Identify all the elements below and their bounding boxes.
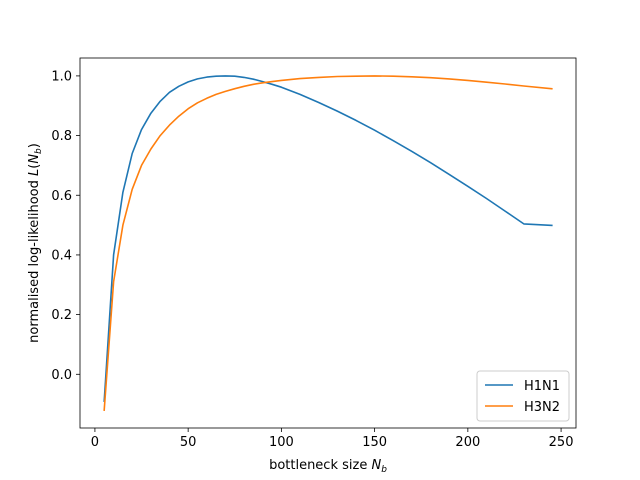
axes-background [80, 58, 576, 428]
legend-label-h1n1: H1N1 [524, 379, 560, 394]
axes-frame [79, 57, 577, 429]
y-axis-label: normalised log-likelihood L(Nb) [27, 143, 44, 343]
y-tick-label: 0.6 [51, 189, 72, 204]
legend-box [476, 370, 570, 422]
series-line-h3n2 [103, 75, 553, 411]
y-tick-label: 1.0 [51, 69, 72, 84]
x-tick-label: 100 [269, 435, 294, 450]
x-tick-label: 50 [180, 435, 197, 450]
y-tick-label: 0.8 [51, 129, 72, 144]
y-axis-ticks: 0.0 0.2 0.4 0.6 0.8 1.0 [51, 69, 80, 383]
y-tick-label: 0.4 [51, 248, 72, 263]
x-tick-label: 250 [549, 435, 574, 450]
legend-label-h3n2: H3N2 [524, 400, 560, 415]
plot-area [80, 58, 576, 428]
legend: H1N1 H3N2 [476, 370, 570, 422]
series-layer [103, 75, 553, 411]
x-axis-label: bottleneck size Nb [269, 458, 387, 475]
x-tick-label: 200 [455, 435, 480, 450]
y-tick-label: 0.2 [51, 308, 72, 323]
x-tick-label: 150 [362, 435, 387, 450]
series-line-h1n1 [103, 75, 553, 402]
x-axis-ticks: 0 50 100 150 200 250 [91, 428, 574, 450]
x-tick-label: 0 [91, 435, 99, 450]
y-tick-label: 0.0 [51, 368, 72, 383]
